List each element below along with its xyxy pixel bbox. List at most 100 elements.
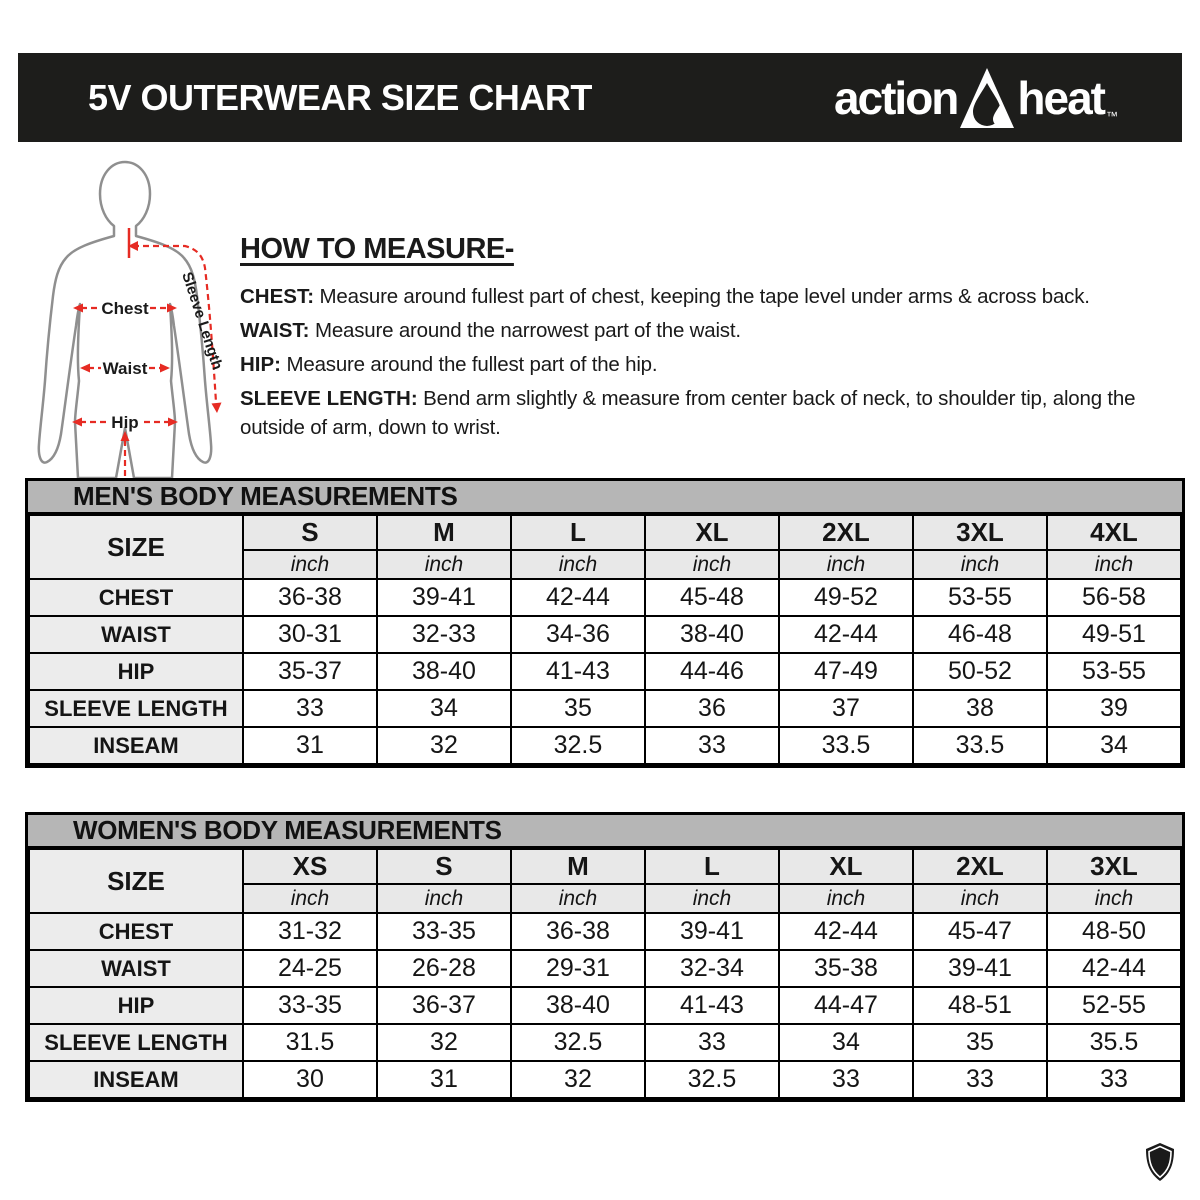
value-cell: 30 [241, 1060, 378, 1099]
value-cell: 24-25 [241, 949, 378, 988]
chest-arrowhead-left [73, 303, 83, 313]
row-label: INSEAM [28, 1060, 244, 1099]
row-label: CHEST [28, 912, 244, 951]
unit-cell: inch [1045, 549, 1183, 580]
header-bar: 5V OUTERWEAR SIZE CHART action heat ™ [18, 53, 1182, 142]
value-cell: 33 [1045, 1060, 1183, 1099]
inseam-arrowhead [120, 431, 130, 441]
figure-chest-label: Chest [101, 299, 149, 318]
unit-cell: inch [643, 549, 780, 580]
value-cell: 33 [911, 1060, 1048, 1099]
unit-cell: inch [509, 549, 646, 580]
size-column-header: M [375, 514, 512, 551]
size-column-header: L [509, 514, 646, 551]
row-label: SLEEVE LENGTH [28, 1023, 244, 1062]
table-row: SLEEVE LENGTH 31.5 32 32.5 33 34 35 35.5 [28, 1023, 1183, 1062]
measure-item-text: Measure around the narrowest part of the… [309, 319, 741, 342]
value-cell: 33 [643, 1023, 780, 1062]
value-cell: 31 [241, 726, 378, 765]
value-cell: 34 [1045, 726, 1183, 765]
hip-arrowhead-right [168, 417, 178, 427]
value-cell: 33-35 [241, 986, 378, 1025]
brand-logo: action heat ™ [834, 67, 1118, 129]
row-label: INSEAM [28, 726, 244, 765]
measure-item-label: HIP: [240, 353, 281, 376]
value-cell: 46-48 [911, 615, 1048, 654]
value-cell: 41-43 [643, 986, 780, 1025]
value-cell: 34-36 [509, 615, 646, 654]
value-cell: 33 [777, 1060, 914, 1099]
brand-action-text: action [833, 71, 959, 124]
size-column-header: M [509, 848, 646, 885]
value-cell: 34 [777, 1023, 914, 1062]
value-cell: 36-37 [375, 986, 512, 1025]
size-column-header: 2XL [777, 514, 914, 551]
sleeve-length-arrow [133, 244, 218, 403]
row-label: HIP [28, 652, 244, 691]
table-row: WAIST 30-31 32-33 34-36 38-40 42-44 46-48 49-51 [28, 615, 1183, 654]
flame-triangle-icon [960, 67, 1015, 128]
value-cell: 44-46 [643, 652, 780, 691]
row-label: WAIST [28, 615, 244, 654]
value-cell: 33-35 [375, 912, 512, 951]
value-cell: 39 [1045, 689, 1183, 728]
chest-arrowhead-right [167, 303, 177, 313]
size-column-header: S [375, 848, 512, 885]
body-measurement-figure: Chest Waist Hip Sleeve Length [37, 160, 226, 478]
value-cell: 42-44 [1045, 949, 1183, 988]
value-cell: 32.5 [643, 1060, 780, 1099]
value-cell: 56-58 [1045, 578, 1183, 617]
value-cell: 38 [911, 689, 1048, 728]
value-cell: 35-38 [777, 949, 914, 988]
value-cell: 36 [643, 689, 780, 728]
womens-measurements-table: WOMEN'S BODY MEASUREMENTS SIZE XS S M L XL 2XL… [25, 812, 1185, 1102]
unit-cell: inch [509, 883, 646, 914]
value-cell: 33 [643, 726, 780, 765]
figure-hip-label: Hip [111, 413, 138, 432]
measure-item-sleeve: SLEEVE LENGTH: Bend arm slightly & measu… [240, 384, 1182, 442]
value-cell: 31 [375, 1060, 512, 1099]
value-cell: 39-41 [643, 912, 780, 951]
unit-cell: inch [777, 883, 914, 914]
value-cell: 30-31 [241, 615, 378, 654]
brand-heat-text: heat [1017, 71, 1106, 124]
value-cell: 32-33 [375, 615, 512, 654]
value-cell: 38-40 [643, 615, 780, 654]
value-cell: 32 [375, 726, 512, 765]
value-cell: 53-55 [1045, 652, 1183, 691]
unit-cell: inch [375, 883, 512, 914]
value-cell: 42-44 [509, 578, 646, 617]
value-cell: 34 [375, 689, 512, 728]
value-cell: 36-38 [509, 912, 646, 951]
measure-item-waist: WAIST: Measure around the narrowest part… [240, 316, 1182, 345]
body-silhouette [37, 160, 213, 478]
value-cell: 31-32 [241, 912, 378, 951]
value-cell: 50-52 [911, 652, 1048, 691]
value-cell: 32 [375, 1023, 512, 1062]
measurements-table: SIZE XS S M L XL 2XL 3XL inch inch inch inch inch inc… [28, 848, 1183, 1099]
value-cell: 35 [509, 689, 646, 728]
value-cell: 31.5 [241, 1023, 378, 1062]
value-cell: 32.5 [509, 1023, 646, 1062]
unit-cell: inch [241, 549, 378, 580]
unit-cell: inch [777, 549, 914, 580]
sleeve-arrowhead-neck [128, 241, 138, 251]
size-header: SIZE [28, 848, 244, 914]
row-label: WAIST [28, 949, 244, 988]
measure-item-text: Measure around fullest part of chest, ke… [314, 285, 1090, 308]
value-cell: 45-48 [643, 578, 780, 617]
row-label: CHEST [28, 578, 244, 617]
unit-cell: inch [911, 883, 1048, 914]
value-cell: 49-51 [1045, 615, 1183, 654]
value-cell: 42-44 [777, 912, 914, 951]
value-cell: 42-44 [777, 615, 914, 654]
size-header: SIZE [28, 514, 244, 580]
table-title: MEN'S BODY MEASUREMENTS [28, 481, 1182, 514]
table-row: CHEST 36-38 39-41 42-44 45-48 49-52 53-55 56-58 [28, 578, 1183, 617]
value-cell: 53-55 [911, 578, 1048, 617]
size-column-header: XL [777, 848, 914, 885]
size-column-header: L [643, 848, 780, 885]
table-row: WAIST 24-25 26-28 29-31 32-34 35-38 39-41 42-44 [28, 949, 1183, 988]
value-cell: 37 [777, 689, 914, 728]
